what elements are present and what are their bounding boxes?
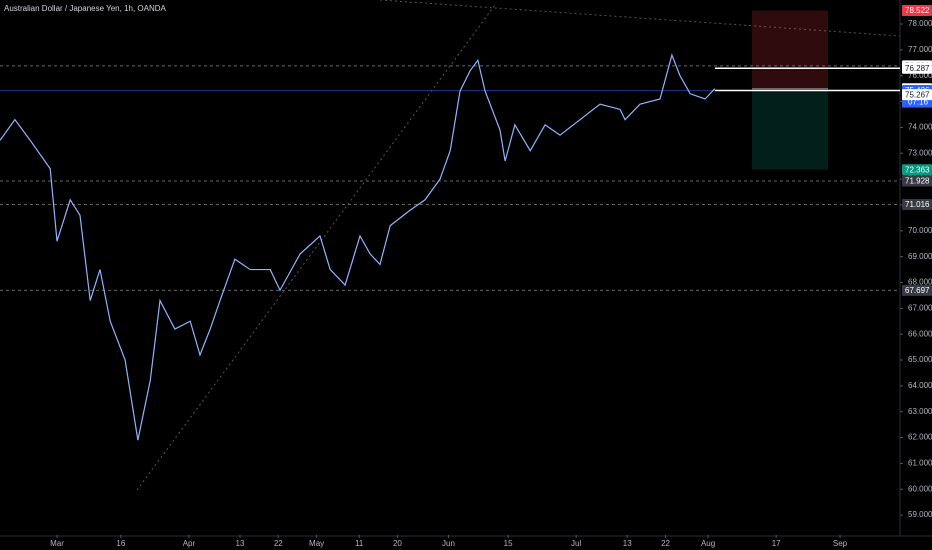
target-zone bbox=[752, 88, 828, 170]
y-tick-label: 66.000 bbox=[908, 329, 932, 338]
x-tick-label: 11 bbox=[355, 539, 364, 548]
price-label-box bbox=[902, 284, 932, 296]
x-tick-label: 17 bbox=[772, 539, 781, 548]
y-tick-label: 59.000 bbox=[908, 510, 932, 519]
y-tick-label: 77.000 bbox=[908, 45, 932, 54]
y-tick-label: 67.000 bbox=[908, 303, 932, 312]
y-tick-label: 63.000 bbox=[908, 407, 932, 416]
x-tick-label: Aug bbox=[701, 539, 715, 548]
chart-title: Australian Dollar / Japanese Yen, 1h, OA… bbox=[4, 4, 167, 13]
x-tick-label: 15 bbox=[504, 539, 513, 548]
countdown-box bbox=[902, 96, 932, 108]
price-label: 75.267 bbox=[905, 90, 930, 99]
price-label-box bbox=[902, 5, 932, 17]
y-tick-label: 62.000 bbox=[908, 433, 932, 442]
y-tick-label: 69.000 bbox=[908, 252, 932, 261]
y-tick-label: 74.000 bbox=[908, 123, 932, 132]
y-tick-label: 64.000 bbox=[908, 381, 932, 390]
price-label: 71.016 bbox=[905, 200, 930, 209]
x-tick-label: May bbox=[309, 539, 324, 548]
y-tick-label: 78.000 bbox=[908, 19, 932, 28]
x-tick-label: Jul bbox=[571, 539, 581, 548]
price-label: 67.697 bbox=[905, 286, 930, 295]
y-tick-label: 73.000 bbox=[908, 148, 932, 157]
y-tick-label: 60.000 bbox=[908, 484, 932, 493]
x-tick-label: 22 bbox=[274, 539, 283, 548]
y-tick-label: 76.000 bbox=[908, 71, 932, 80]
countdown: 07:16 bbox=[908, 98, 929, 107]
price-label: 76.287 bbox=[905, 64, 930, 73]
price-label: 71.928 bbox=[905, 177, 930, 186]
x-tick-label: Mar bbox=[50, 539, 64, 548]
x-tick-label: Jun bbox=[442, 539, 455, 548]
y-tick-label: 70.000 bbox=[908, 226, 932, 235]
stop-zone bbox=[752, 10, 828, 89]
price-label-box bbox=[902, 89, 932, 101]
x-tick-label: Sep bbox=[833, 539, 848, 548]
y-tick-label: 61.000 bbox=[908, 459, 932, 468]
y-tick-label: 68.000 bbox=[908, 278, 932, 287]
price-label-box bbox=[902, 62, 932, 74]
x-tick-label: 13 bbox=[236, 539, 245, 548]
x-tick-label: 13 bbox=[623, 539, 632, 548]
price-line bbox=[0, 53, 716, 441]
price-label-box bbox=[902, 175, 932, 187]
x-tick-label: 16 bbox=[116, 539, 125, 548]
y-tick-label: 65.000 bbox=[908, 355, 932, 364]
x-tick-label: Apr bbox=[183, 539, 196, 548]
x-tick-label: 22 bbox=[661, 539, 670, 548]
price-label-box bbox=[902, 199, 932, 211]
trend-line bbox=[136, 4, 496, 491]
trend-line bbox=[379, 0, 901, 37]
price-label-box bbox=[902, 164, 932, 176]
price-label: 72.363 bbox=[905, 165, 930, 174]
price-label: 78.522 bbox=[905, 6, 930, 15]
x-tick-label: 20 bbox=[393, 539, 402, 548]
